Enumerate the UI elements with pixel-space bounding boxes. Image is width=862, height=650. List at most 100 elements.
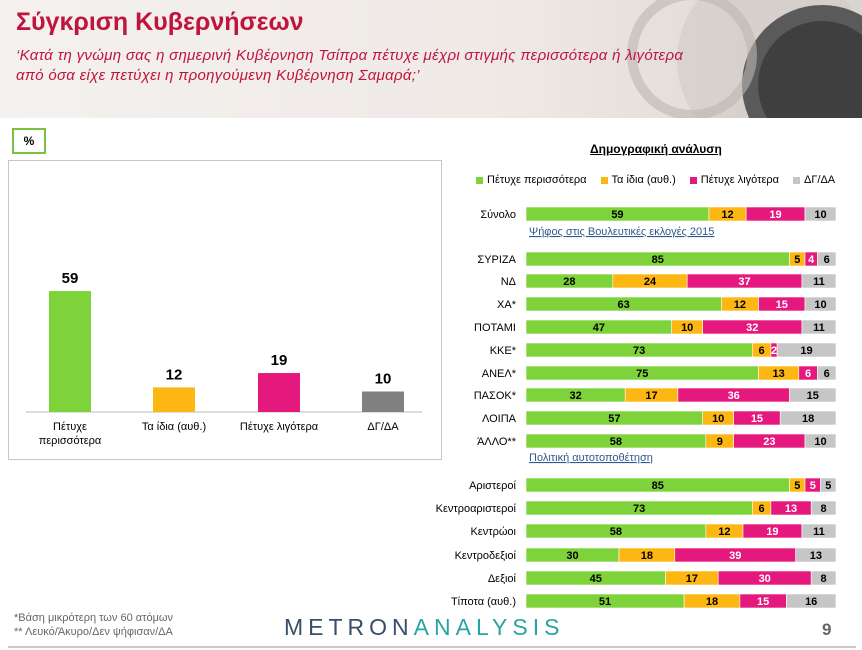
segment — [810, 500, 837, 516]
segment — [817, 251, 837, 267]
legend-item-dk: ΔΓ/ΔΑ — [793, 174, 835, 186]
question-text: ‘Κατά τη γνώμη σας η σημερινή Κυβέρνηση … — [16, 47, 684, 84]
segment — [804, 206, 837, 222]
bar-value-label: 10 — [375, 371, 392, 388]
segment-value: 11 — [813, 276, 825, 288]
segment-value: 30 — [759, 573, 771, 585]
segment-value: 5 — [825, 480, 831, 492]
segment-value: 85 — [652, 480, 664, 492]
segment-value: 58 — [610, 526, 622, 538]
segment — [779, 410, 837, 426]
segment-value: 45 — [590, 573, 602, 585]
decorative-background — [627, 0, 862, 118]
segment-value: 73 — [633, 503, 645, 515]
legend-swatch — [476, 176, 483, 184]
category-label: Πέτυχε λιγότερα — [240, 421, 319, 433]
segment-value: 8 — [821, 503, 827, 515]
segment-value: 16 — [805, 596, 817, 608]
segment-value: 32 — [746, 322, 758, 334]
legend: Πέτυχε περισσότερα Τα ίδια (αυθ.) Πέτυχε… — [476, 174, 835, 186]
segment-value: 2 — [771, 345, 777, 357]
bar-value-label: 19 — [271, 352, 288, 369]
legend-swatch — [689, 176, 697, 184]
legend-label: ΔΓ/ΔΑ — [804, 174, 836, 186]
row-label: ΝΔ — [501, 276, 517, 288]
bar-3 — [362, 391, 404, 412]
segment-value: 11 — [813, 322, 825, 334]
segment-value: 12 — [734, 299, 746, 311]
segment-value: 5 — [794, 254, 800, 266]
segment-value: 36 — [728, 390, 740, 402]
category-label: περισσότερα — [39, 435, 102, 447]
row-label: Σύνολο — [480, 209, 516, 221]
legend-item-less: Πέτυχε λιγότερα — [689, 174, 779, 186]
segment-value: 10 — [712, 413, 724, 425]
segment-value: 85 — [652, 254, 664, 266]
row-label: ΠΟΤΑΜΙ — [474, 322, 516, 334]
segment-value: 11 — [813, 526, 825, 538]
segment — [801, 273, 837, 289]
segment-value: 12 — [718, 526, 730, 538]
row-label: ΑΝΕΛ* — [482, 368, 517, 380]
legend-label: Τα ίδια (αυθ.) — [611, 174, 676, 186]
segment-value: 32 — [569, 390, 581, 402]
segment-value: 4 — [808, 254, 815, 266]
segment-value: 13 — [773, 368, 785, 380]
segment-value: 6 — [824, 254, 830, 266]
segment-value: 13 — [810, 550, 822, 562]
segment-value: 59 — [611, 209, 623, 221]
segment — [801, 319, 837, 335]
segment-value: 5 — [794, 480, 800, 492]
segment — [820, 477, 837, 493]
row-label: ΛΟΙΠΑ — [482, 413, 517, 425]
logo-part1: METRON — [284, 614, 414, 640]
row-label: ΚΚΕ* — [490, 345, 517, 357]
segment-value: 17 — [645, 390, 657, 402]
percent-badge: % — [12, 128, 46, 154]
segment-value: 10 — [814, 436, 826, 448]
segment-value: 19 — [769, 209, 781, 221]
segment-value: 51 — [599, 596, 611, 608]
segment — [801, 523, 837, 539]
header-banner: Σύγκριση Κυβερνήσεων ‘Κατά τη γνώμη σας … — [0, 0, 862, 118]
segment-value: 75 — [636, 368, 648, 380]
segment — [776, 342, 837, 358]
segment — [789, 387, 837, 403]
segment-value: 6 — [805, 368, 811, 380]
category-label: ΔΓ/ΔΑ — [367, 421, 399, 433]
page-number: 9 — [822, 620, 832, 639]
segment-value: 5 — [810, 480, 816, 492]
segment-value: 73 — [633, 345, 645, 357]
demographic-stacked-chart: Σύνολο 59 12 19 10 Ψήφος στις Βουλευτικές εκλ… — [436, 206, 837, 609]
row-label: Τίποτα (αυθ.) — [451, 596, 516, 608]
footnotes: *Βάση μικρότερη των 60 ατόμων ** Λευκό/Ά… — [14, 611, 173, 639]
segment-value: 28 — [563, 276, 575, 288]
segment-value: 37 — [738, 276, 750, 288]
segment-value: 58 — [610, 436, 622, 448]
row-label: Κεντροαριστεροί — [436, 503, 517, 515]
segment-value: 19 — [800, 345, 812, 357]
segment-value: 39 — [729, 550, 741, 562]
row-label: ΠΑΣΟΚ* — [474, 390, 517, 402]
footnote-other: ** Λευκό/Άκυρο/Δεν ψήφισαν/ΔΑ — [14, 626, 173, 638]
row-label: ΧΑ* — [497, 299, 517, 311]
group-title: Ψήφος στις Βουλευτικές εκλογές 2015 — [529, 226, 714, 238]
segment-value: 13 — [785, 503, 797, 515]
segment-value: 12 — [721, 209, 733, 221]
segment — [810, 570, 837, 586]
segment-value: 18 — [706, 596, 718, 608]
segment-value: 6 — [824, 368, 830, 380]
segment — [804, 296, 837, 312]
segment-value: 18 — [641, 550, 653, 562]
segment — [804, 433, 837, 449]
legend-label: Πέτυχε λιγότερα — [700, 174, 779, 186]
segment-value: 57 — [608, 413, 620, 425]
segment-value: 15 — [757, 596, 769, 608]
footnote-base: *Βάση μικρότερη των 60 ατόμων — [14, 612, 173, 624]
page-title: Σύγκριση Κυβερνήσεων — [16, 8, 304, 36]
legend-label: Πέτυχε περισσότερα — [487, 174, 587, 186]
category-label: Πέτυχε — [53, 421, 87, 433]
row-label: Αριστεροί — [469, 480, 516, 492]
segment-value: 63 — [618, 299, 630, 311]
demographic-title: Δημογραφική ανάλυση — [590, 142, 722, 156]
